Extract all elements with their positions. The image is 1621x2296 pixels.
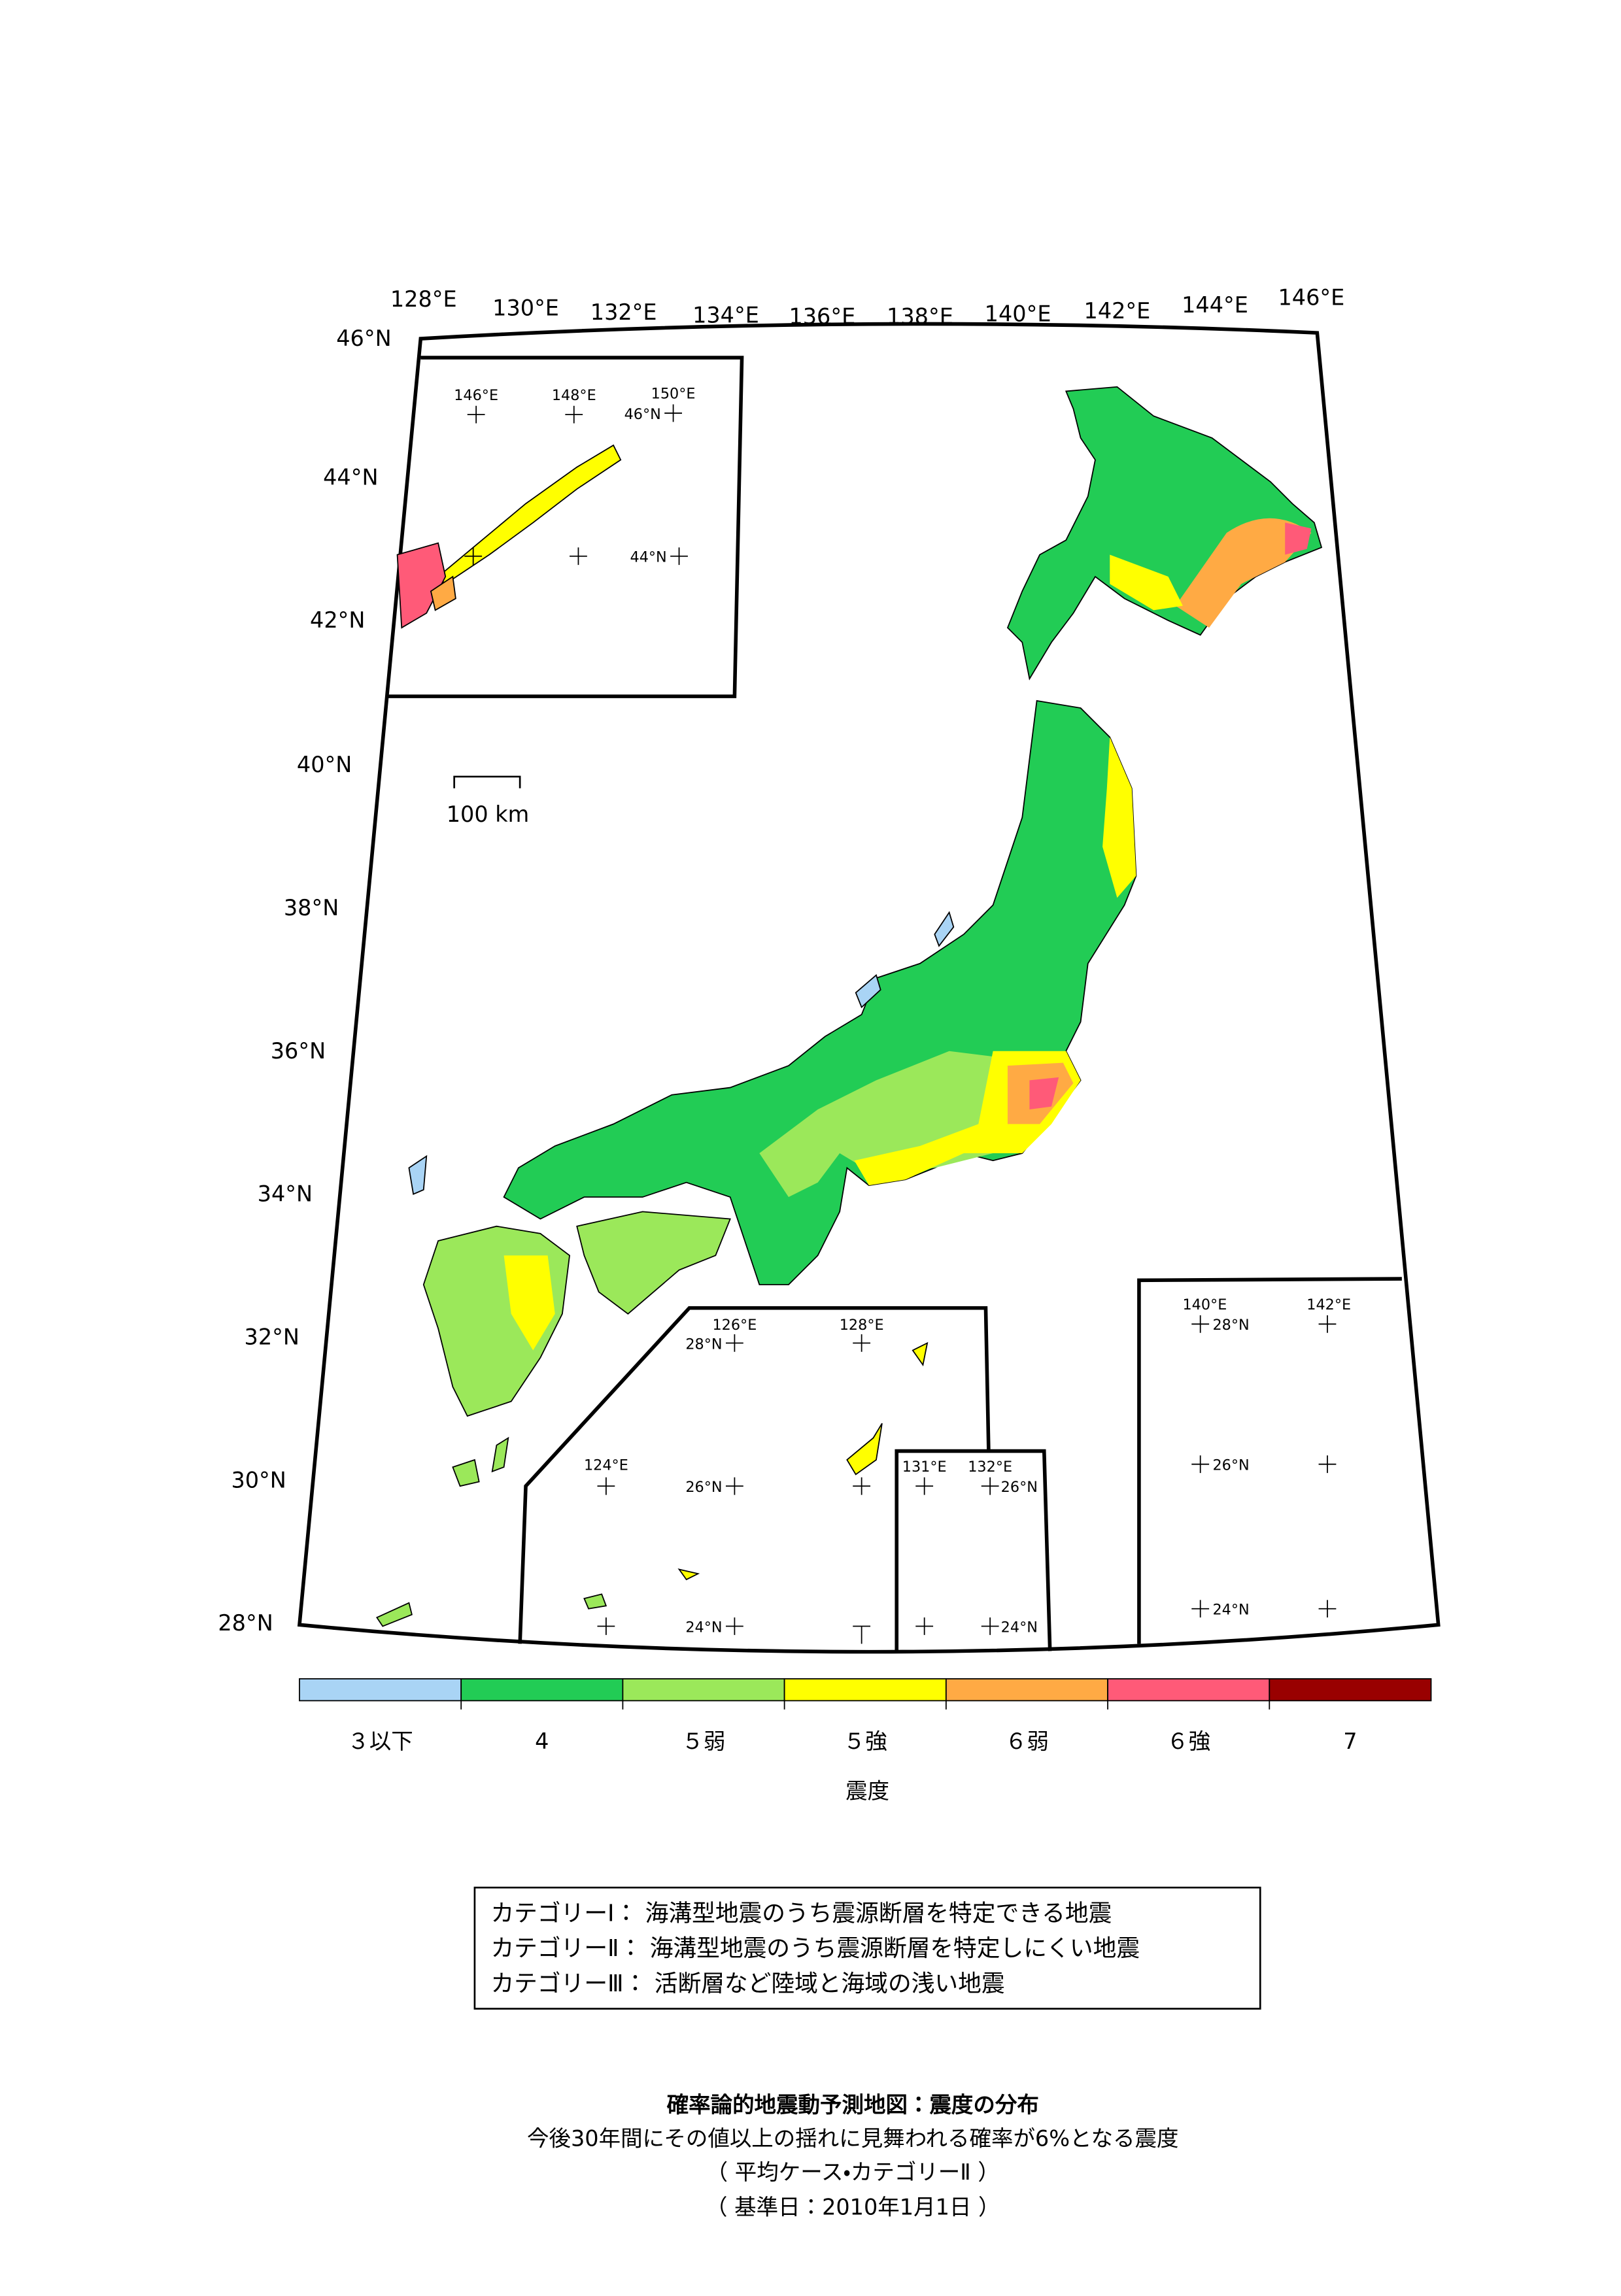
inset-frame — [386, 356, 744, 698]
lat-label: 44°N — [323, 464, 378, 490]
lon-label: 138°E — [887, 304, 953, 329]
inset-label: 44°N — [630, 549, 667, 566]
inset-label: 142°E — [1306, 1296, 1351, 1313]
inset-frame — [895, 1449, 1052, 1651]
lon-label: 128°E — [390, 286, 457, 312]
legend-label: ５強 — [844, 1729, 887, 1754]
lon-labels: 128°E 130°E 132°E 134°E 136°E 138°E 140°… — [390, 285, 1344, 329]
footer-line: （ 基準日：2010年1月1日 ） — [706, 2194, 1000, 2220]
legend-swatch — [299, 1678, 462, 1702]
inset-label: 132°E — [968, 1459, 1012, 1476]
legend-swatch — [1269, 1678, 1432, 1702]
inset-label: 124°E — [584, 1457, 628, 1474]
lat-labels: 46°N 44°N 42°N 40°N 38°N 36°N 34°N 32°N … — [218, 326, 391, 1636]
lat-label: 36°N — [271, 1038, 326, 1064]
scale-bar — [453, 775, 521, 788]
lon-label: 132°E — [590, 299, 657, 325]
lat-label: 38°N — [284, 895, 339, 920]
inset-label: 26°N — [1001, 1479, 1038, 1496]
legend: ３以下 4 ５弱 ５強 ６弱 ６強 7 — [299, 1678, 1432, 1754]
legend-label: ６強 — [1167, 1729, 1210, 1754]
map-frame — [297, 322, 1441, 1654]
lon-label: 142°E — [1084, 298, 1151, 324]
lat-label: 28°N — [218, 1610, 273, 1636]
lon-label: 136°E — [789, 304, 855, 329]
footer-title: 確率論的地震動予測地図：震度の分布 — [667, 2092, 1039, 2118]
inset-frame — [518, 1306, 991, 1644]
lat-label: 32°N — [245, 1325, 299, 1350]
legend-swatch — [622, 1678, 785, 1702]
inset-label: 28°N — [1212, 1317, 1249, 1334]
legend-title: 震度 — [845, 1778, 889, 1804]
inset-frame — [1137, 1277, 1402, 1644]
scale-bar-label: 100 km — [447, 802, 530, 827]
inset-label: 126°E — [712, 1317, 757, 1334]
legend-label: 7 — [1343, 1729, 1357, 1754]
inset-label: 46°N — [624, 406, 661, 423]
inset-label: 150°E — [651, 386, 696, 403]
lon-label: 140°E — [985, 301, 1051, 326]
inset-label: 24°N — [1212, 1602, 1249, 1619]
inset-label: 148°E — [552, 387, 596, 404]
lon-label: 146°E — [1278, 285, 1345, 311]
inset-labels: 146°E 148°E 150°E 46°N 44°N 126°E 128°E … — [454, 386, 1351, 1636]
legend-swatch — [460, 1678, 624, 1702]
legend-label: 4 — [535, 1729, 549, 1754]
lat-label: 30°N — [231, 1467, 286, 1493]
legend-label: ３以下 — [347, 1729, 413, 1754]
grid-cross — [464, 404, 1337, 1644]
inset-label: 26°N — [685, 1479, 722, 1496]
lon-label: 130°E — [492, 295, 559, 320]
lat-label: 46°N — [336, 326, 391, 351]
category-line: カテゴリーⅠ： 海溝型地震のうち震源断層を特定できる地震 — [490, 1900, 1112, 1927]
inset-label: 28°N — [685, 1336, 722, 1353]
land — [375, 386, 1323, 1627]
inset-label: 24°N — [685, 1619, 722, 1636]
footer-line: 今後30年間にその値以上の揺れに見舞われる確率が6%となる震度 — [527, 2125, 1178, 2151]
inset-label: 131°E — [902, 1459, 947, 1476]
lat-label: 42°N — [310, 607, 365, 633]
lat-label: 40°N — [297, 752, 352, 777]
inset-label: 24°N — [1001, 1619, 1038, 1636]
legend-label: ６弱 — [1005, 1729, 1049, 1754]
lon-label: 134°E — [692, 302, 759, 328]
inset-label: 128°E — [840, 1317, 884, 1334]
category-line: カテゴリーⅢ： 活断層など陸域と海域の浅い地震 — [490, 1970, 1004, 1997]
footer-line: （ 平均ケース・カテゴリーⅡ ） — [706, 2159, 1000, 2185]
category-box — [473, 1886, 1261, 2010]
legend-label: ５弱 — [682, 1729, 726, 1754]
legend-swatch — [1107, 1678, 1271, 1702]
category-line: カテゴリーⅡ： 海溝型地震のうち震源断層を特定しにくい地震 — [490, 1935, 1140, 1962]
legend-swatch — [783, 1678, 947, 1702]
lat-label: 34°N — [258, 1181, 313, 1207]
inset-label: 26°N — [1212, 1457, 1249, 1474]
legend-swatch — [945, 1678, 1108, 1702]
inset-label: 140°E — [1182, 1296, 1227, 1313]
lon-label: 144°E — [1182, 292, 1248, 318]
inset-label: 146°E — [454, 387, 498, 404]
